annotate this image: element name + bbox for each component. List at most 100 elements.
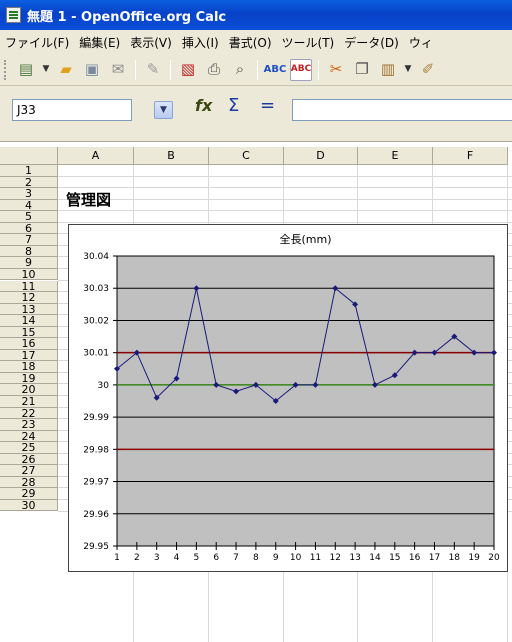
row-header-24[interactable]: 24 [0,430,58,443]
menu-data[interactable]: データ(D) [344,35,399,50]
menu-window[interactable]: ウィ [408,35,433,50]
name-box[interactable]: J33 [12,99,132,121]
data-point [252,381,259,388]
new-dropdown-icon[interactable]: ▼ [42,64,50,74]
column-header-a[interactable]: A [58,147,134,165]
toolbar-separator [135,59,136,80]
format-paintbrush-icon[interactable]: ✐ [421,60,435,78]
row-header-11[interactable]: 11 [0,280,58,293]
data-point [193,285,200,292]
row-header-21[interactable]: 21 [0,396,58,408]
x-tick-label: 5 [194,553,200,563]
data-point [213,381,220,388]
select-all-corner[interactable] [0,147,58,165]
row-header-30[interactable]: 30 [0,499,58,512]
cell-a2[interactable]: 管理図 [66,191,112,209]
menu-file[interactable]: ファイル(F) [5,35,70,50]
toolbar-separator [318,59,319,80]
function-wizard-icon[interactable]: fx [195,96,213,115]
calc-app-icon [6,7,21,23]
row-header-29[interactable]: 29 [0,488,58,500]
menu-edit[interactable]: 編集(E) [79,35,121,50]
x-tick-label: 15 [389,553,400,563]
y-tick-label: 29.98 [83,445,109,455]
row-header-10[interactable]: 10 [0,268,58,281]
export-pdf-icon[interactable]: ▧ [180,60,196,78]
paste-icon[interactable]: ▥ [380,60,396,78]
x-tick-label: 7 [233,553,239,563]
row-header-16[interactable]: 16 [0,338,58,350]
row-header-9[interactable]: 9 [0,257,58,269]
row-header-23[interactable]: 23 [0,419,58,431]
y-tick-label: 30 [98,381,110,391]
cut-icon[interactable]: ✂ [329,60,343,78]
row-header-27[interactable]: 27 [0,465,58,477]
x-tick-label: 2 [134,553,140,563]
x-tick-label: 18 [449,553,461,563]
x-tick-label: 8 [253,553,259,563]
row-header-18[interactable]: 18 [0,361,58,373]
x-tick-label: 17 [429,553,440,563]
row-header-5[interactable]: 5 [0,211,58,223]
data-point [233,388,240,395]
y-tick-label: 29.95 [83,542,109,552]
series-line [116,287,494,402]
data-point [114,365,120,372]
y-tick-label: 29.97 [83,478,109,488]
y-tick-label: 29.99 [83,413,109,423]
new-document-icon[interactable]: ▤ [18,60,34,78]
print-icon[interactable]: ⎙ [207,60,220,78]
row-header-22[interactable]: 22 [0,407,58,420]
edit-file-icon[interactable]: ✎ [146,60,160,78]
spellcheck-icon[interactable]: ABC [263,63,287,75]
row-header-26[interactable]: 26 [0,453,58,466]
open-folder-icon[interactable]: ▰ [60,60,72,78]
x-tick-label: 16 [409,553,421,563]
row-header-2[interactable]: 2 [0,176,58,189]
function-icon[interactable]: = [260,95,276,116]
x-tick-label: 6 [213,553,219,563]
column-header-f[interactable]: F [433,147,508,165]
row-header-3[interactable]: 3 [0,188,58,200]
row-header-19[interactable]: 19 [0,372,58,385]
chart-svg: 全長(mm) 29.95 29.96 29.97 29.98 29.99 30 30.01 30… [83,232,500,563]
row-header-7[interactable]: 7 [0,234,58,246]
column-header-b[interactable]: B [134,147,209,165]
row-header-15[interactable]: 15 [0,326,58,339]
row-header-25[interactable]: 25 [0,442,58,454]
paste-dropdown-icon[interactable]: ▼ [404,64,412,74]
toolbar-grip[interactable] [4,59,7,80]
row-header-20[interactable]: 20 [0,384,58,396]
sum-icon[interactable]: Σ [228,95,240,116]
row-header-4[interactable]: 4 [0,199,58,212]
row-header-13[interactable]: 13 [0,303,58,316]
menu-format[interactable]: 書式(O) [228,35,272,50]
menu-view[interactable]: 表示(V) [130,35,172,50]
menu-insert[interactable]: 挿入(I) [181,35,219,50]
row-header-12[interactable]: 12 [0,292,58,304]
column-header-e[interactable]: E [358,147,433,165]
window-titlebar: 無題 1 - OpenOffice.org Calc [0,0,512,30]
row-header-8[interactable]: 8 [0,245,58,258]
copy-icon[interactable]: ❐ [355,60,369,78]
row-header-28[interactable]: 28 [0,476,58,489]
row-header-14[interactable]: 14 [0,315,58,327]
page-preview-icon[interactable]: ⌕ [235,60,245,78]
save-icon[interactable]: ▣ [84,60,100,78]
column-header-d[interactable]: D [284,147,358,165]
row-header-1[interactable]: 1 [0,165,58,177]
x-tick-label: 4 [174,553,180,563]
control-chart[interactable]: 全長(mm) 29.95 29.96 29.97 29.98 29.99 30 30.01 30… [68,224,508,572]
column-header-c[interactable]: C [209,147,284,165]
row-header-6[interactable]: 6 [0,222,58,235]
email-icon[interactable]: ✉ [111,60,125,78]
row-header-17[interactable]: 17 [0,349,58,362]
x-tick-label: 11 [310,553,321,563]
y-tick-label: 29.96 [83,510,109,520]
data-point [371,381,378,388]
formula-input[interactable] [292,99,512,121]
menu-tools[interactable]: ツール(T) [281,35,335,50]
name-box-dropdown-icon[interactable]: ▼ [154,101,173,119]
autospellcheck-icon[interactable]: ABC [290,58,312,81]
